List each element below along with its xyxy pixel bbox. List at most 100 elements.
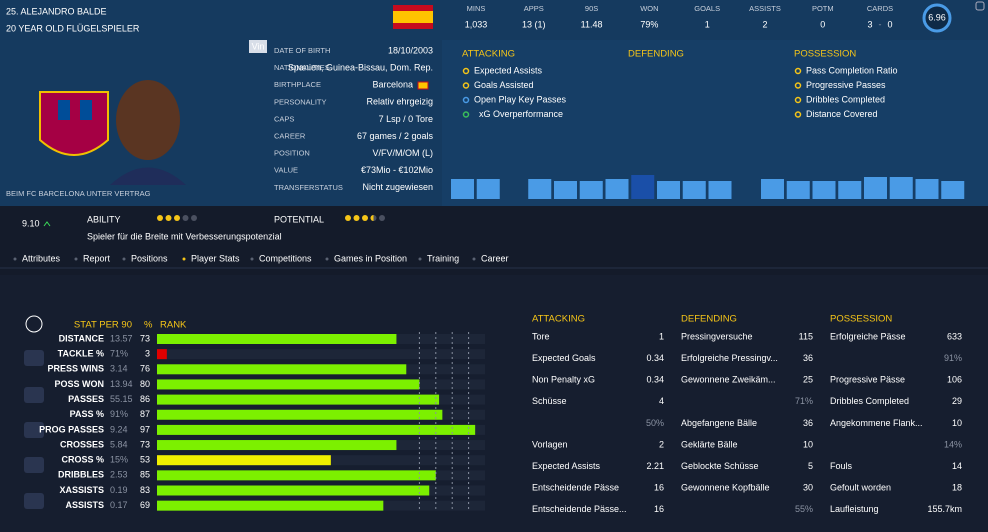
table-value: 5	[808, 461, 813, 471]
table-value: 16	[654, 504, 664, 514]
mini-bar	[682, 181, 706, 199]
badge-box	[249, 40, 267, 53]
stat-per90: 91%	[110, 409, 128, 419]
stat-per90: 0.19	[110, 485, 128, 495]
table-label: Gewonnene Kopfbälle	[681, 483, 770, 493]
rank-bar	[157, 440, 397, 451]
table-title: POSSESSION	[830, 314, 892, 325]
stat-label: ASSISTS	[749, 4, 781, 13]
player-subtitle: 20 YEAR OLD FLÜGELSPIELER	[6, 23, 140, 33]
mini-bar	[915, 179, 939, 199]
rank-bar	[157, 394, 440, 405]
mini-bar	[761, 179, 784, 199]
info-value: Spanien, Guinea-Bissau, Dom. Rep.	[288, 62, 433, 72]
tab[interactable]: Player Stats	[191, 253, 240, 263]
stat-name: TACKLE %	[58, 349, 104, 359]
stat-label: POTM	[812, 4, 834, 13]
tab[interactable]: Attributes	[22, 253, 61, 263]
star	[191, 215, 197, 221]
table-label: Tore	[532, 331, 550, 341]
stat-per90: 0.17	[110, 500, 128, 510]
table-value: 106	[947, 375, 962, 385]
table-label: Fouls	[830, 461, 853, 471]
ability-score: 9.10	[22, 218, 40, 228]
table-value: 0.34	[646, 353, 664, 363]
tab-dot	[182, 257, 186, 261]
star	[165, 215, 172, 221]
tab-dot	[472, 257, 476, 261]
rank-label: 3	[145, 349, 150, 359]
mini-bar	[812, 181, 836, 199]
stat-icons	[24, 315, 44, 509]
table-value: 36	[803, 418, 813, 428]
role-item: Pass Completion Ratio	[806, 65, 898, 75]
tab[interactable]: Training	[427, 253, 459, 263]
star	[345, 215, 351, 221]
star	[174, 215, 180, 221]
stat-label: GOALS	[694, 4, 720, 13]
player-shirt	[110, 167, 186, 185]
stat-name: CROSSES	[60, 439, 104, 449]
role-item: Progressive Passes	[806, 80, 886, 90]
col-header: RANK	[160, 320, 187, 331]
ability-description: Spieler für die Breite mit Verbesserungs…	[87, 231, 282, 241]
table-value: 91%	[944, 353, 962, 363]
info-label: NATIONALITIES	[274, 63, 330, 72]
rank-track	[157, 349, 485, 360]
stat-name: XASSISTS	[59, 485, 104, 495]
table-label: Vorlagen	[532, 439, 568, 449]
info-value: 7 Lsp / 0 Tore	[379, 114, 433, 124]
table-title: ATTACKING	[532, 314, 585, 325]
stat-name: PRESS WINS	[47, 364, 104, 374]
rank-bar	[157, 424, 476, 435]
mini-bar	[631, 175, 655, 199]
star	[353, 215, 360, 221]
info-value: 67 games / 2 goals	[357, 131, 434, 141]
table-label: Entscheidende Pässe	[532, 483, 619, 493]
tab-dot	[74, 257, 78, 261]
role-item: Distance Covered	[806, 109, 878, 119]
info-value: Barcelona	[372, 80, 413, 90]
rank-bar	[157, 470, 436, 481]
info-label: DATE OF BIRTH	[274, 46, 330, 55]
role-dot	[462, 111, 470, 118]
table-label: Expected Assists	[532, 461, 601, 471]
close-icon[interactable]	[975, 1, 985, 11]
tab[interactable]: Career	[481, 253, 509, 263]
mini-bar	[864, 177, 887, 199]
stat-per90: 5.84	[110, 439, 128, 449]
stat-name: DRIBBLES	[58, 470, 104, 480]
role-dot	[462, 96, 470, 104]
role-item: Open Play Key Passes	[474, 94, 567, 104]
table-label: Erfolgreiche Pressingv...	[681, 353, 778, 363]
stat-per90: 3.14	[110, 364, 128, 374]
rank-bar	[157, 379, 420, 390]
rank-bar	[157, 334, 397, 344]
rank-label: 69	[140, 500, 150, 510]
role-dot	[794, 96, 802, 104]
trend-arrow	[43, 221, 51, 227]
table-value: 10	[952, 418, 962, 428]
tab-dot	[250, 257, 254, 261]
stat-label: 90S	[585, 4, 598, 13]
tab[interactable]: Positions	[131, 253, 168, 263]
tab[interactable]: Report	[83, 253, 111, 263]
table-label: Entscheidende Pässe...	[532, 504, 627, 514]
table-value: 36	[803, 353, 813, 363]
table-value: 155.7km	[927, 504, 962, 514]
tab[interactable]: Games in Position	[334, 253, 407, 263]
stat-name: POSS WON	[54, 379, 104, 389]
table-label: Gewonnene Zweikäm...	[681, 375, 776, 385]
info-label: CAPS	[274, 114, 294, 123]
yellow-cards: 3	[867, 19, 872, 29]
stat-per90: 55.15	[110, 394, 133, 404]
mini-bar	[476, 179, 500, 199]
table-label: Schüsse	[532, 396, 567, 406]
role-item: xG Overperformance	[479, 109, 563, 119]
stat-per90: 9.24	[110, 424, 128, 434]
rank-label: 80	[140, 379, 150, 389]
tab-dot	[418, 257, 422, 261]
rank-label: 76	[140, 364, 150, 374]
rating-ring	[922, 3, 952, 33]
tab[interactable]: Competitions	[259, 253, 312, 263]
